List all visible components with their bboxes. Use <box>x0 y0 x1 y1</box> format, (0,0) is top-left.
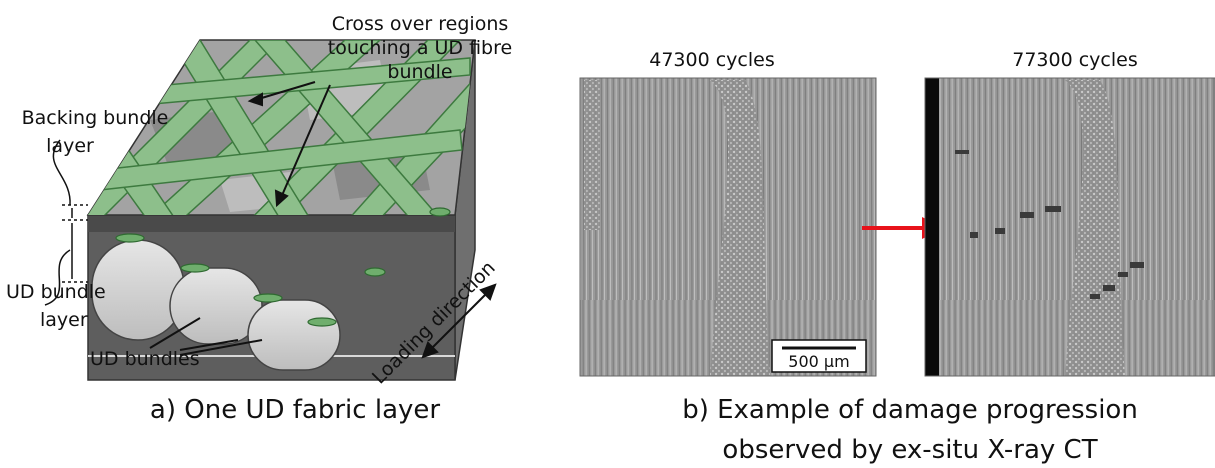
ct-images-panel: 47300 cycles 77300 cycles 500 µm <box>579 49 1215 465</box>
ct-image-77300 <box>924 77 1215 377</box>
loading-direction-arrow <box>421 283 497 359</box>
crossover-label-line3: bundle <box>387 61 452 83</box>
top-face-pattern <box>88 40 475 215</box>
backing-label-line2: layer <box>46 135 94 157</box>
crossover-tips <box>115 207 451 327</box>
scale-bar: 500 µm <box>771 339 867 373</box>
ud-bundles-arrows <box>149 317 263 356</box>
crossover-label-line2: touching a UD fibre <box>328 37 512 59</box>
caption-a: a) One UD fabric layer <box>150 395 440 425</box>
backing-layer-band <box>88 215 455 232</box>
crossover-label-line1: Cross over regions <box>332 13 509 35</box>
image-title-77300: 77300 cycles <box>1012 49 1138 71</box>
ud-bundle-ellipses <box>91 239 341 371</box>
ud-layer-label-line2: layer <box>40 309 88 331</box>
scale-bar-label: 500 µm <box>788 352 849 371</box>
ct-image-47300 <box>579 77 877 377</box>
backing-label-line1: Backing bundle <box>22 107 169 129</box>
caption-b-line2: observed by ex-situ X-ray CT <box>722 435 1097 465</box>
layer-dimension-markers <box>44 139 88 306</box>
ud-layer-label-line1: UD bundle <box>6 281 106 303</box>
crossover-arrows <box>247 81 331 208</box>
caption-b-line1: b) Example of damage progression <box>682 395 1138 425</box>
crack-features <box>955 150 1144 299</box>
image-title-47300: 47300 cycles <box>649 49 775 71</box>
ud-bundles-label: UD bundles <box>90 348 200 370</box>
fabric-schematic: Cross over regions touching a UD fibre b… <box>6 13 512 425</box>
cross-fibre-bundles <box>88 40 475 215</box>
